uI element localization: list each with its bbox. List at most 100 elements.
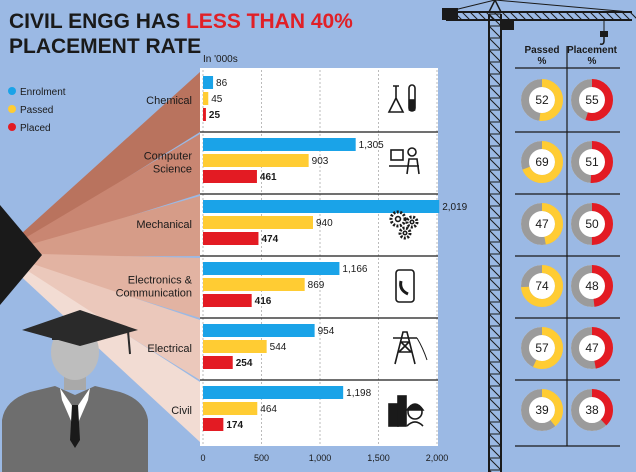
passed-donut-arc <box>521 79 563 121</box>
bar-placed <box>203 232 259 245</box>
placement-donut-arc <box>571 265 613 307</box>
percent-column-frame <box>515 46 620 447</box>
bar-placed <box>203 356 233 369</box>
funnel-band <box>0 253 200 318</box>
crane-mast-brace <box>488 133 502 147</box>
crane-mast-brace <box>488 301 502 315</box>
passed-donut: 39 <box>521 389 563 431</box>
funnel <box>0 72 200 442</box>
legend-label-enrolment: Enrolment <box>20 87 66 98</box>
title-line2: PLACEMENT RATE <box>9 35 201 58</box>
x-tick-label: 1,500 <box>367 453 390 463</box>
crane-mast-brace <box>488 289 502 303</box>
bar-placed <box>203 108 206 121</box>
passed-donut-label: 47 <box>535 217 549 231</box>
value-label-passed: 903 <box>312 156 329 167</box>
crane-jib-brace <box>469 11 479 21</box>
x-axis: 0 500 1,000 1,500 2,000 <box>200 453 448 463</box>
value-label-passed: 464 <box>260 404 277 415</box>
funnel-band <box>0 253 200 442</box>
passed-header-line2: % <box>538 56 547 67</box>
crane-jib-brace <box>493 11 503 21</box>
title-highlight: LESS THAN 40% <box>186 10 353 33</box>
phone-handset <box>399 280 409 296</box>
category-label-line: Chemical <box>146 95 192 107</box>
bar-passed <box>203 402 258 415</box>
bar-enrolment <box>203 138 356 151</box>
funnel-band <box>0 196 200 257</box>
placement-donut-label: 38 <box>585 403 599 417</box>
bar-enrolment <box>203 262 340 275</box>
legend-dot-placed <box>8 123 16 131</box>
funnel-band <box>0 253 200 380</box>
category-label-line: Electrical <box>147 343 192 355</box>
passed-donut-label: 39 <box>535 403 549 417</box>
category-label-line: Science <box>153 164 192 176</box>
passed-donut: 74 <box>521 265 563 307</box>
placement-donut-arc <box>571 79 613 121</box>
crane-apex <box>487 0 503 13</box>
passed-donut-arc <box>521 389 563 431</box>
placement-donut: 55 <box>571 79 613 121</box>
graduate-cap-base <box>52 328 98 340</box>
crane-mast-brace <box>488 265 502 279</box>
bar-passed <box>203 216 313 229</box>
flask-shape <box>387 85 405 113</box>
percent-headers: Passed % Placement % <box>524 45 617 67</box>
crane-mast-brace <box>488 337 502 351</box>
legend-dot-enrolment <box>8 87 16 95</box>
crane-jib-brace <box>605 11 615 21</box>
placement-donut: 38 <box>571 389 613 431</box>
bar-enrolment <box>203 386 344 399</box>
value-label-placed: 461 <box>260 172 277 183</box>
category-label: Mechanical <box>136 219 192 231</box>
crane-hook-block <box>600 31 608 37</box>
value-label-placed: 474 <box>261 234 278 245</box>
value-label-placed: 174 <box>226 420 243 431</box>
crane-mast-brace <box>488 145 502 159</box>
x-tick-label: 1,000 <box>309 453 332 463</box>
crane-mast-brace <box>488 445 502 459</box>
title: CIVIL ENGG HAS LESS THAN 40% PLACEMENT R… <box>9 10 353 58</box>
placement-donut: 47 <box>571 327 613 369</box>
placement-donut-label: 47 <box>585 341 599 355</box>
crane-jib-brace <box>557 11 567 21</box>
placement-donut-label: 48 <box>585 279 599 293</box>
passed-donut: 52 <box>521 79 563 121</box>
category-icons <box>387 84 428 427</box>
gear <box>389 210 407 228</box>
gear-hub <box>409 219 415 225</box>
crane-mast-brace <box>488 433 502 447</box>
crane-jib-brace <box>485 11 495 21</box>
bar-passed <box>203 278 305 291</box>
crane-jib-brace <box>581 11 591 21</box>
crane-jib-brace <box>541 11 551 21</box>
category-label: Computer Science <box>144 151 193 176</box>
value-label-placed: 254 <box>236 358 253 369</box>
passed-donut-label: 69 <box>535 155 549 169</box>
computer-user-icon <box>389 147 420 175</box>
value-label-passed: 869 <box>308 280 325 291</box>
crane-jib-brace <box>573 11 583 21</box>
crane-jib-brace <box>461 11 471 21</box>
funnel-band <box>0 72 200 257</box>
placement-donut-label: 51 <box>585 155 599 169</box>
crane-jib-brace <box>621 11 631 21</box>
passed-donut-arc <box>521 265 563 307</box>
bar-enrolment <box>203 324 315 337</box>
crane-mast-brace <box>488 253 502 267</box>
category-label-line: Civil <box>171 405 192 417</box>
crane-mast-brace <box>488 457 502 471</box>
crane-mast-brace <box>488 85 502 99</box>
gear <box>398 226 412 240</box>
crane-mast-brace <box>488 157 502 171</box>
x-tick-label: 2,000 <box>426 453 449 463</box>
tube-fill <box>408 99 416 111</box>
crane-mast-brace <box>488 421 502 435</box>
building-1 <box>388 403 399 427</box>
crane-mast-brace <box>488 109 502 123</box>
crane-mast-brace <box>488 217 502 231</box>
crane-jib-brace <box>501 11 511 21</box>
crane-jib-brace <box>613 11 623 21</box>
